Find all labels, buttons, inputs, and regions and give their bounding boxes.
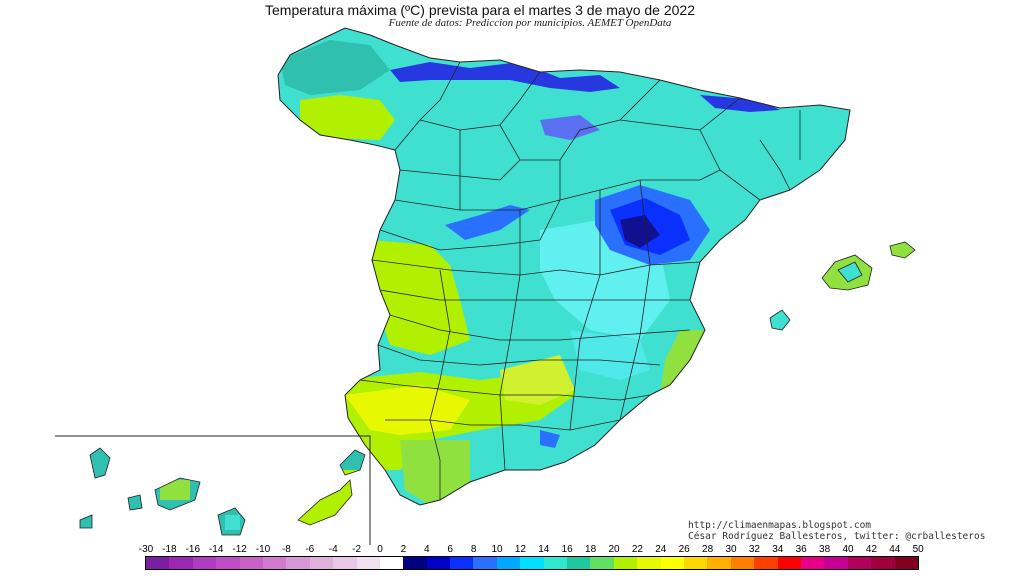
legend-tick-label: 12 bbox=[514, 544, 526, 555]
legend-tick-label: -30 bbox=[138, 544, 154, 555]
legend-tick-label: 34 bbox=[772, 544, 784, 555]
legend-swatch bbox=[426, 557, 451, 569]
legend-swatch bbox=[239, 557, 263, 569]
legend-tick-label: -16 bbox=[185, 544, 201, 555]
legend-swatch bbox=[450, 557, 474, 569]
legend-swatch bbox=[356, 557, 380, 569]
legend-tick-label: 44 bbox=[889, 544, 901, 555]
balearic-islands bbox=[769, 241, 916, 331]
legend-swatch bbox=[192, 557, 217, 569]
legend-tick-label: 0 bbox=[377, 544, 383, 555]
legend-tick-label: 38 bbox=[819, 544, 831, 555]
legend-tick-label: -4 bbox=[328, 544, 338, 555]
legend-tick-label: -12 bbox=[232, 544, 247, 555]
legend-swatch bbox=[520, 557, 544, 569]
legend-tick-label: -2 bbox=[352, 544, 362, 555]
legend-tick-label: 28 bbox=[702, 544, 714, 555]
legend-tick-label: -6 bbox=[305, 544, 315, 555]
canary-inset bbox=[55, 435, 371, 545]
legend-swatch bbox=[824, 557, 848, 569]
legend-swatch bbox=[871, 557, 895, 569]
legend-tick-label: -10 bbox=[255, 544, 271, 555]
legend-swatch bbox=[543, 557, 568, 569]
legend-tick-label: 8 bbox=[470, 544, 477, 555]
legend-swatch bbox=[379, 557, 404, 569]
legend-swatch bbox=[333, 557, 357, 569]
legend-tick-label: 42 bbox=[865, 544, 877, 555]
legend-tick-label: 24 bbox=[655, 544, 667, 555]
map-title: Temperatura máxima (ºC) prevista para el… bbox=[265, 2, 695, 18]
legend-swatch bbox=[847, 557, 872, 569]
ibiza-island bbox=[769, 309, 791, 331]
legend-swatch bbox=[496, 557, 521, 569]
legend-tick-label: 10 bbox=[491, 544, 503, 555]
province-borders bbox=[277, 27, 851, 506]
peninsula-temperature-field bbox=[278, 28, 850, 505]
legend-tick-label: 6 bbox=[447, 544, 453, 555]
credit-blog-url: http://climaenmapas.blogspot.com bbox=[688, 520, 872, 531]
legend-tick-label: -14 bbox=[208, 544, 224, 555]
legend-swatch bbox=[567, 557, 591, 569]
legend-swatch bbox=[286, 557, 310, 569]
legend-tick-label: 40 bbox=[842, 544, 854, 555]
legend-swatch bbox=[637, 557, 661, 569]
legend-swatch bbox=[216, 557, 240, 569]
legend-color-bar bbox=[145, 556, 919, 570]
legend-tick-label: 50 bbox=[912, 544, 924, 555]
legend-tick-label: 14 bbox=[538, 544, 550, 555]
legend-swatch bbox=[473, 557, 497, 569]
legend-tick-label: 2 bbox=[400, 544, 407, 555]
legend-tick-label: -18 bbox=[162, 544, 177, 555]
legend-swatch bbox=[309, 557, 334, 569]
legend-swatch bbox=[894, 557, 918, 569]
legend-swatch bbox=[590, 557, 614, 569]
legend-tick-label: 26 bbox=[678, 544, 690, 555]
legend-tick-label: 36 bbox=[795, 544, 807, 555]
legend-swatch bbox=[800, 557, 825, 569]
legend-swatch bbox=[754, 557, 778, 569]
legend-swatch bbox=[683, 557, 708, 569]
legend-swatch bbox=[707, 557, 731, 569]
legend-swatch bbox=[146, 557, 170, 569]
legend-swatch bbox=[262, 557, 287, 569]
legend-swatch bbox=[730, 557, 755, 569]
legend-tick-label: -8 bbox=[281, 544, 291, 555]
legend-tick-label: 20 bbox=[608, 544, 620, 555]
legend-swatch bbox=[613, 557, 638, 569]
legend-swatch bbox=[403, 557, 427, 569]
legend-tick-label: 22 bbox=[631, 544, 643, 555]
legend-swatch bbox=[169, 557, 193, 569]
legend-tick-label: 18 bbox=[585, 544, 597, 555]
legend-tick-label: 30 bbox=[725, 544, 737, 555]
legend-tick-label: 16 bbox=[561, 544, 573, 555]
legend-swatch bbox=[660, 557, 684, 569]
legend-tick-label: 4 bbox=[424, 544, 430, 555]
credit-author: César Rodríguez Ballesteros, twitter: @c… bbox=[688, 531, 986, 542]
menorca-island bbox=[889, 241, 916, 259]
legend-swatch bbox=[777, 557, 801, 569]
legend-tick-label: 32 bbox=[748, 544, 760, 555]
map-subtitle: Fuente de datos: Prediccion por municipi… bbox=[388, 17, 672, 29]
